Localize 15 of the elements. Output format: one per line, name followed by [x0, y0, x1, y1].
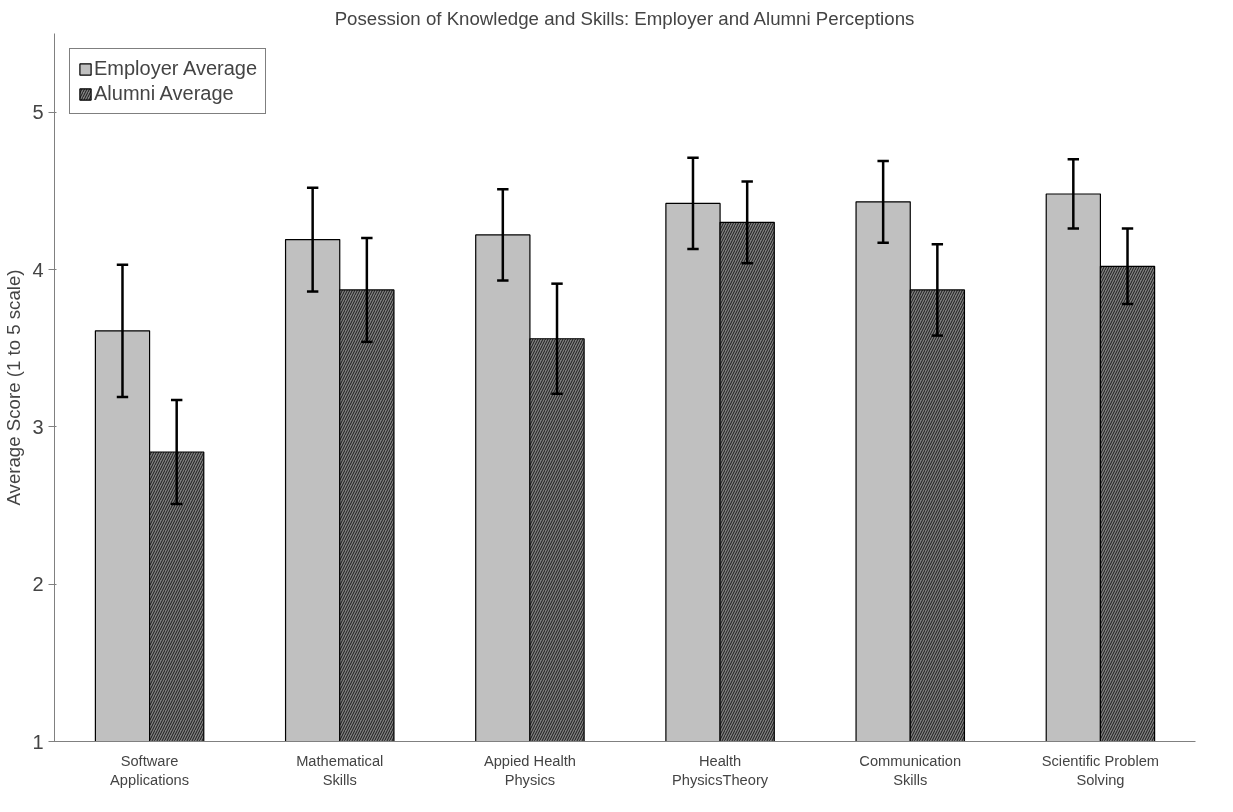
- y-axis-title: Average Score (1 to 5 scale): [3, 269, 25, 506]
- y-tick-label: 5: [32, 101, 44, 124]
- y-tick-label: 2: [32, 573, 44, 596]
- y-tick-label: 3: [32, 415, 44, 438]
- y-tick-label: 4: [32, 258, 44, 281]
- legend-label: Alumni Average: [94, 82, 234, 105]
- chart-title: Posession of Knowledge and Skills: Employer and Alumni Perceptions: [334, 7, 915, 29]
- legend-label: Employer Average: [94, 57, 258, 80]
- x-tick-label: Software Applications: [110, 752, 190, 788]
- x-tick-label: Communication Skills: [859, 752, 962, 788]
- x-tick-label: Appied Health Physics: [483, 752, 576, 788]
- y-tick-label: 1: [32, 730, 44, 753]
- x-tick-label: Scientific Problem Solving: [1041, 752, 1160, 788]
- x-tick-label: Mathematical Skills: [296, 752, 384, 788]
- x-tick-label: Health PhysicsTheory: [672, 752, 769, 788]
